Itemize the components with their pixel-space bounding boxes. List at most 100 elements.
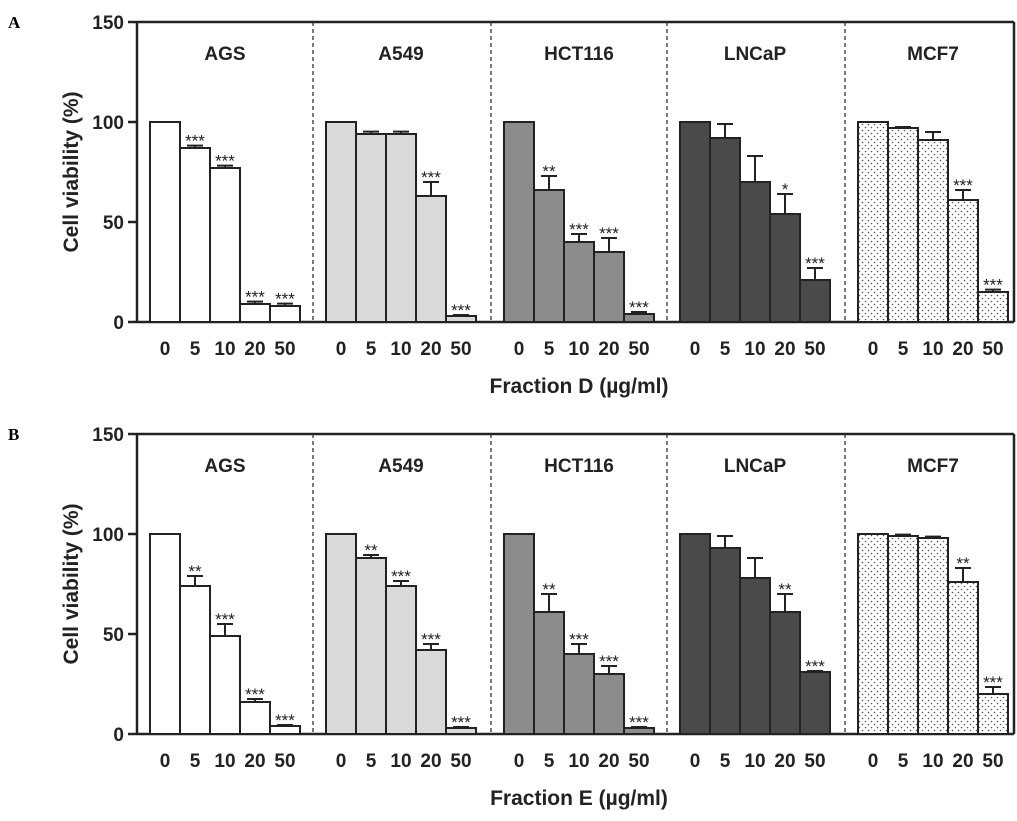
x-tick-label: 5 [190,339,201,360]
bar [857,121,889,323]
x-tick-label: 10 [568,339,589,360]
x-tick-label: 10 [744,751,765,772]
group-title: MCF7 [907,456,959,477]
x-tick-label: 0 [336,751,347,772]
significance-label: ** [778,580,792,599]
y-tick-label: 50 [103,213,124,234]
bar [239,701,271,735]
x-tick-label: 5 [366,339,377,360]
bar [769,213,801,323]
group-a549: A549 0 5 10 20 *** 50 *** [325,44,477,360]
x-tick-label: 10 [922,339,943,360]
y-tick-label: 150 [92,425,124,446]
bar [385,133,417,323]
y-tick-label: 150 [92,13,124,34]
bar [563,241,595,323]
y-tick-label: 50 [103,625,124,646]
significance-label: ** [364,541,378,560]
bar [415,649,447,735]
group-ags: AGS 0 5 *** 10 *** 20 *** 50 *** [149,44,301,360]
x-tick-label: 50 [274,751,295,772]
bar [977,693,1009,735]
x-tick-label: 0 [160,751,171,772]
bar [445,315,477,323]
x-tick-label: 20 [244,751,265,772]
bar [799,671,831,735]
x-tick-label: 50 [274,339,295,360]
x-tick-label: 0 [868,339,879,360]
group-title: LNCaP [724,44,787,65]
group-lncap: LNCaP 0 5 10 20 ** 50 *** [679,456,831,772]
significance-label: *** [629,713,649,732]
group-lncap: LNCaP 0 5 10 20 * 50 *** [679,44,831,360]
x-tick-label: 20 [598,339,619,360]
x-tick-label: 5 [898,339,909,360]
x-tick-label: 10 [390,339,411,360]
bar [857,533,889,735]
group-title: HCT116 [544,44,614,65]
bar [533,189,565,323]
x-tick-label: 50 [450,751,471,772]
bar [917,139,949,323]
bar [179,585,211,735]
x-tick-label: 10 [922,751,943,772]
significance-label: *** [215,152,235,171]
bar [269,725,301,735]
bar [269,305,301,323]
x-tick-label: 0 [514,339,525,360]
x-tick-label: 20 [598,751,619,772]
bar [887,127,919,323]
group-hct116: HCT116 0 5 ** 10 *** 20 *** 50 *** [503,44,655,360]
significance-label: *** [275,290,295,309]
x-tick-label: 5 [898,751,909,772]
y-tick-label: 0 [113,313,124,334]
x-tick-label: 50 [982,339,1003,360]
x-tick-label: 50 [628,339,649,360]
bar [503,121,535,323]
x-tick-label: 5 [720,751,731,772]
bar [445,727,477,735]
x-tick-label: 0 [336,339,347,360]
y-axis-label: Cell viability (%) [60,503,83,664]
x-tick-label: 5 [720,339,731,360]
bar [917,537,949,735]
bar [415,195,447,323]
bar [799,279,831,323]
significance-label: *** [185,132,205,151]
x-tick-label: 50 [450,339,471,360]
x-tick-label: 50 [628,751,649,772]
x-tick-label: 5 [544,751,555,772]
bar [947,581,979,735]
group-title: AGS [204,456,245,477]
significance-label: *** [599,224,619,243]
significance-label: *** [245,288,265,307]
bar [887,535,919,735]
bar [593,673,625,735]
significance-label: *** [599,652,619,671]
bar [385,585,417,735]
group-title: AGS [204,44,245,65]
significance-label: *** [569,220,589,239]
bar [679,533,711,735]
group-ags: AGS 0 5 ** 10 *** 20 *** 50 *** [149,456,301,772]
bar [679,121,711,323]
significance-label: *** [215,610,235,629]
x-tick-label: 20 [244,339,265,360]
significance-label: ** [188,562,202,581]
x-tick-label: 10 [744,339,765,360]
x-tick-label: 5 [366,751,377,772]
significance-label: *** [421,630,441,649]
significance-label: *** [953,176,973,195]
x-tick-label: 10 [214,339,235,360]
significance-label: *** [245,685,265,704]
y-tick-label: 0 [113,725,124,746]
x-tick-label: 0 [514,751,525,772]
bar [503,533,535,735]
bar [623,727,655,735]
bar [709,137,741,323]
bar [209,635,241,735]
